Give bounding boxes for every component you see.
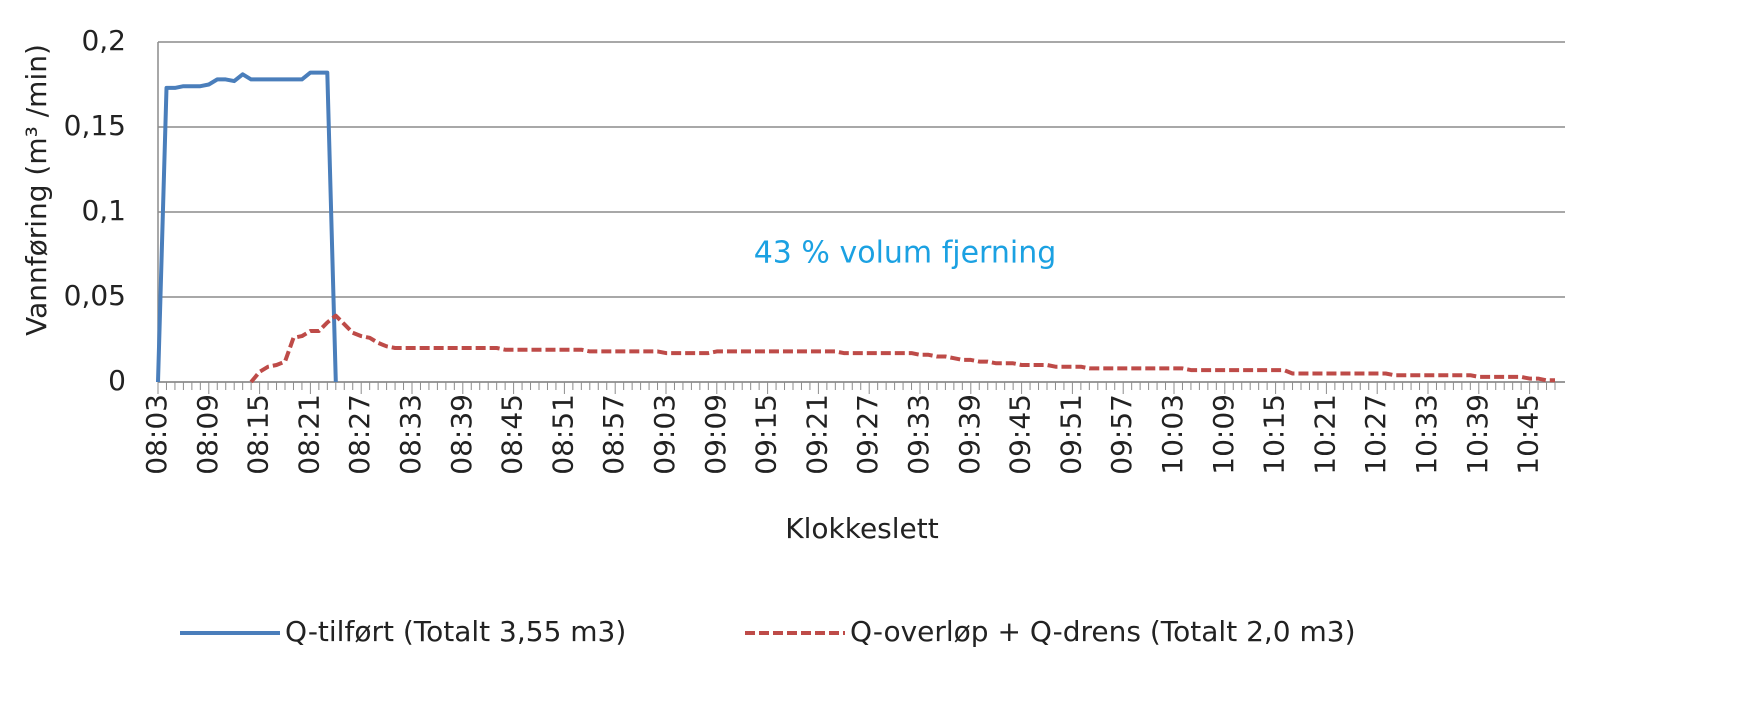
x-tick-label: 10:27 [1359, 394, 1392, 475]
data-line [249, 313, 1555, 384]
x-tick-label: 08:51 [546, 394, 579, 475]
x-tick-label: 09:51 [1054, 394, 1087, 475]
x-axis-label: Klokkeslett [785, 512, 939, 545]
y-tick-label: 0,2 [81, 24, 126, 57]
x-tick-label: 09:21 [800, 394, 833, 475]
x-tick-label: 08:39 [445, 394, 478, 475]
x-tick-label: 09:09 [699, 394, 732, 475]
x-tick-label: 08:09 [191, 394, 224, 475]
annotation: 43 % volum fjerning [754, 236, 1057, 271]
x-tick-label: 09:39 [953, 394, 986, 475]
x-tick-label: 08:57 [597, 394, 630, 475]
x-tick-label: 09:33 [902, 394, 935, 475]
x-tick-label: 10:03 [1156, 394, 1189, 475]
legend-label: Q-overløp + Q-drens (Totalt 2,0 m3) [850, 615, 1356, 648]
y-axis-label: Vannføring (m³ /min) [20, 44, 53, 336]
x-tick-label: 10:21 [1308, 394, 1341, 475]
x-tick-label: 10:45 [1512, 394, 1545, 475]
x-tick-label: 09:45 [1004, 394, 1037, 475]
y-tick-label: 0,15 [64, 109, 126, 142]
x-tick-label: 09:15 [750, 394, 783, 475]
x-tick-label: 10:39 [1461, 394, 1494, 475]
x-tick-label: 08:45 [496, 394, 529, 475]
legend-label: Q-tilført (Totalt 3,55 m3) [285, 615, 626, 648]
x-tick-label: 08:21 [292, 394, 325, 475]
x-tick-label: 10:15 [1258, 394, 1291, 475]
y-tick-label: 0,05 [64, 279, 126, 312]
x-tick-label: 09:27 [851, 394, 884, 475]
x-tick-label: 08:03 [140, 394, 173, 475]
x-tick-label: 08:27 [343, 394, 376, 475]
x-tick-label: 09:57 [1105, 394, 1138, 475]
x-tick-label: 10:33 [1410, 394, 1443, 475]
x-tick-label: 10:09 [1207, 394, 1240, 475]
x-tick-label: 09:03 [648, 394, 681, 475]
x-tick-label: 08:33 [394, 394, 427, 475]
y-tick-label: 0,1 [81, 194, 126, 227]
y-tick-label: 0 [108, 364, 126, 397]
data-line [156, 70, 338, 383]
x-tick-label: 08:15 [242, 394, 275, 475]
